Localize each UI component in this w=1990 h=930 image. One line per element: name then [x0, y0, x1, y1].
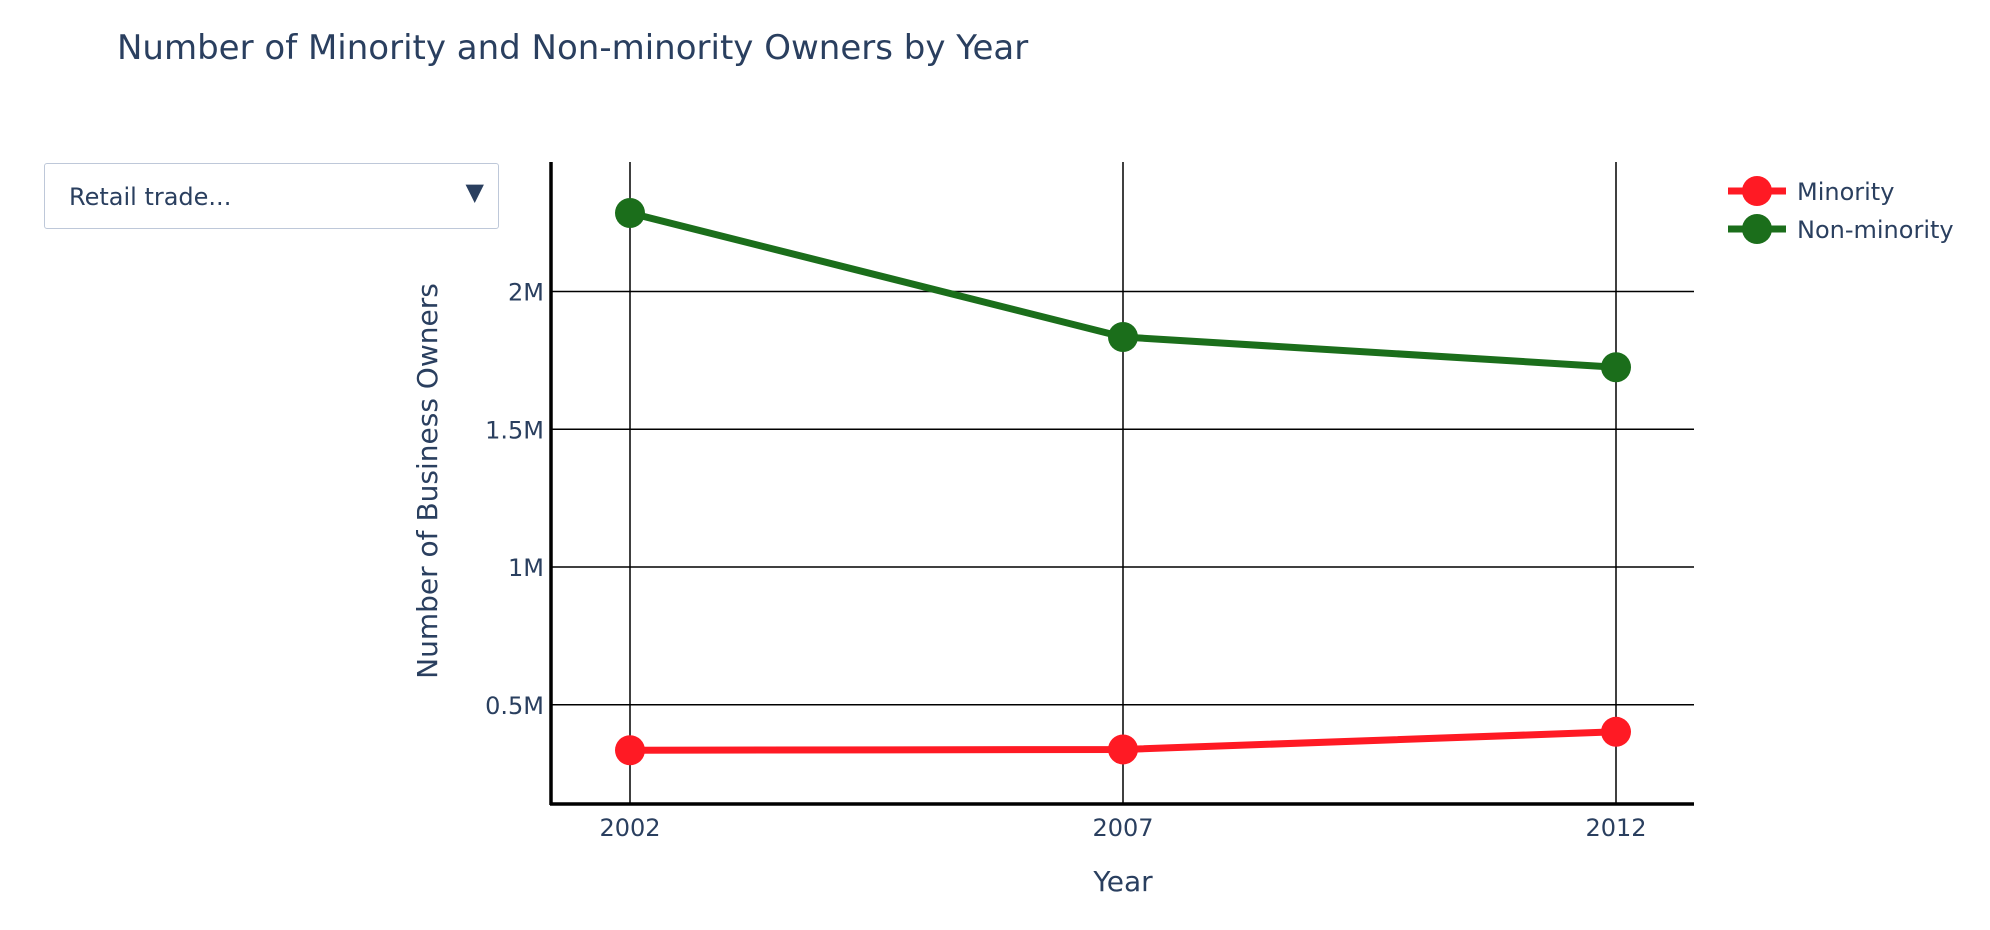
non-minority-data-point — [1108, 321, 1138, 352]
series-layer — [615, 197, 1631, 766]
legend: Minority Non-minority — [1728, 176, 1954, 244]
minority-data-point — [615, 735, 645, 766]
x-axis-title: Year — [1092, 865, 1153, 898]
minority-data-point — [1108, 734, 1138, 765]
y-axis-title: Number of Business Owners — [411, 283, 444, 679]
non-minority-data-point — [1601, 352, 1631, 383]
chart-title: Number of Minority and Non-minority Owne… — [117, 28, 1029, 68]
non-minority-legend-label: Non-minority — [1797, 216, 1954, 244]
axes: 2002 2007 2012 0.5M 1M 1.5M 2M — [485, 162, 1694, 842]
y-tick-label: 1.5M — [485, 416, 544, 444]
x-tick-label: 2007 — [1092, 814, 1153, 842]
minority-legend-label: Minority — [1797, 178, 1894, 206]
grid-lines — [551, 162, 1694, 804]
y-tick-label: 0.5M — [485, 692, 544, 720]
industry-dropdown[interactable]: Retail trade... ▼ — [44, 163, 499, 229]
y-tick-label: 2M — [508, 279, 544, 307]
y-tick-label: 1M — [508, 554, 544, 582]
triangle-down-icon: ▼ — [465, 178, 484, 206]
x-tick-label: 2012 — [1585, 814, 1646, 842]
minority-data-point — [1601, 716, 1631, 747]
dropdown-selected-value: Retail trade... — [69, 183, 232, 211]
x-tick-label: 2002 — [599, 814, 660, 842]
non-minority-data-point — [615, 197, 645, 228]
